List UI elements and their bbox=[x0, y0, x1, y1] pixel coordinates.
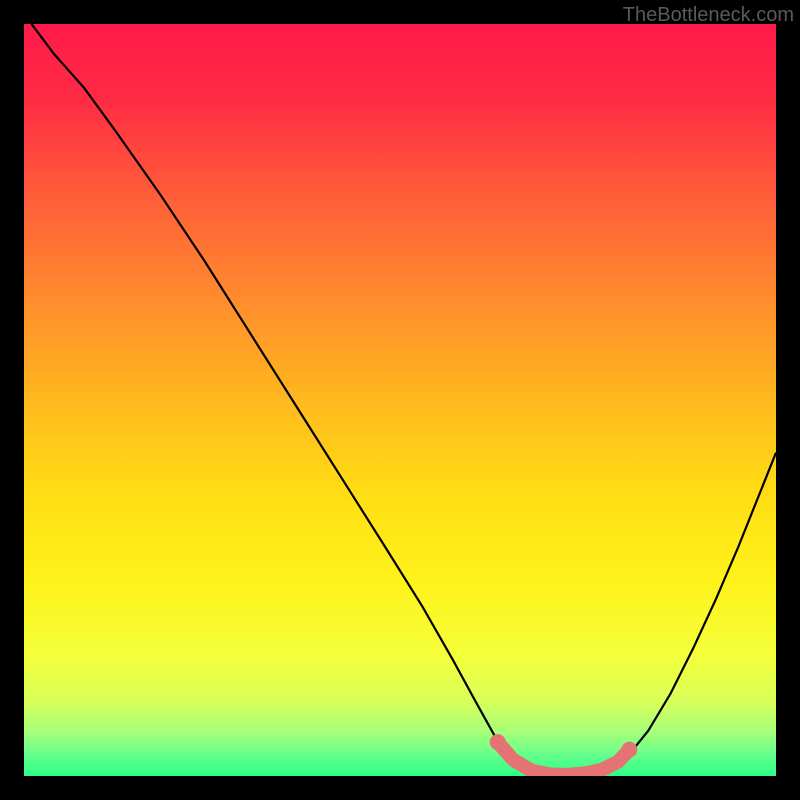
highlight-series bbox=[24, 24, 776, 776]
watermark-text: TheBottleneck.com bbox=[623, 4, 794, 27]
plot-area bbox=[24, 24, 776, 776]
